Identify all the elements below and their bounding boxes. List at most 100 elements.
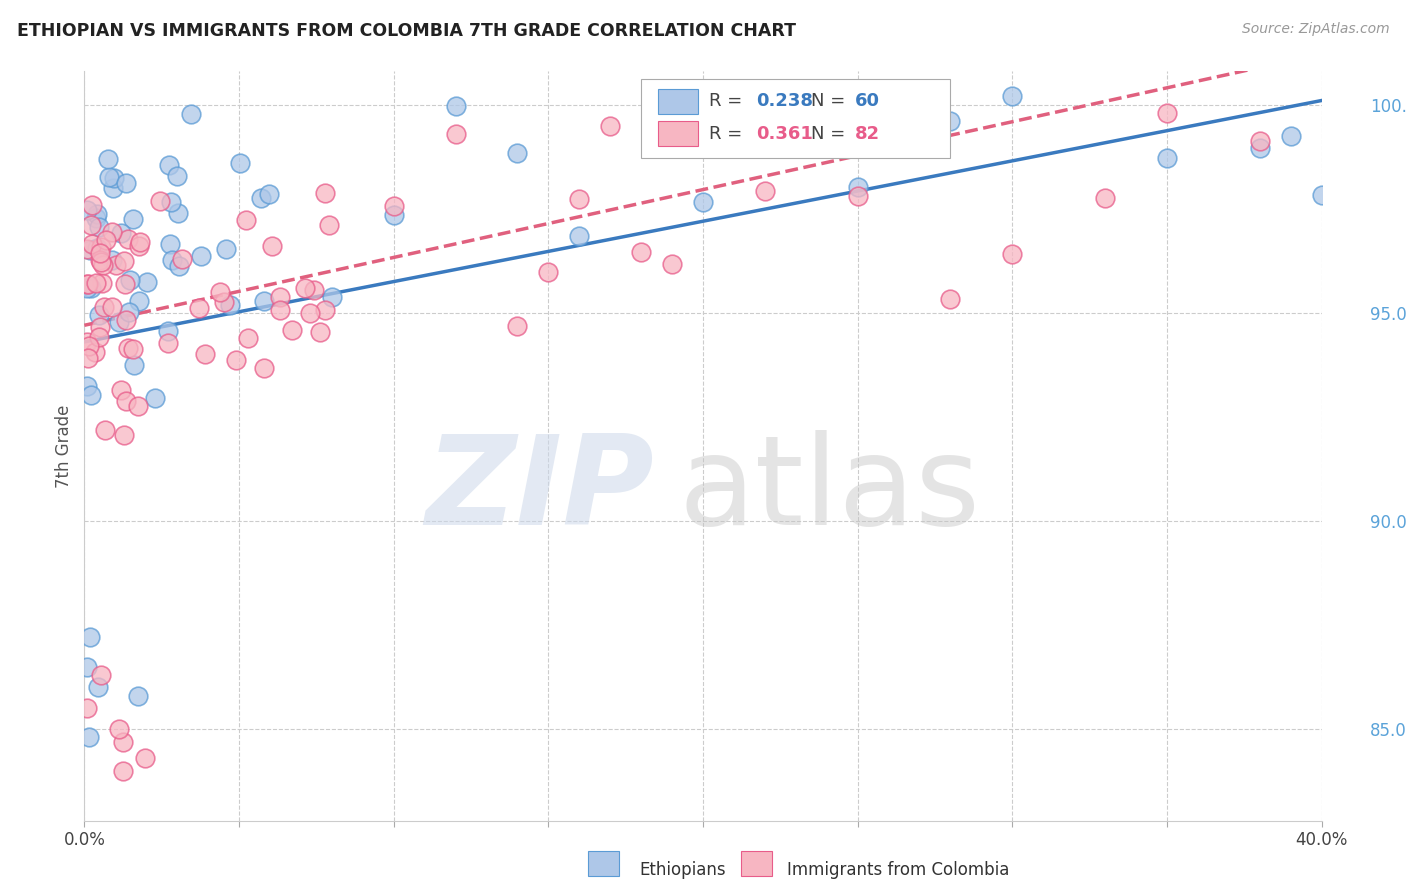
Point [80,219,103,233]
Point [97,153,120,167]
Point [444,99,467,113]
Point [1001,89,1024,103]
Point [114,313,136,327]
Point [692,194,714,209]
Point [76,277,98,292]
Point [108,315,131,329]
Point [110,383,132,397]
Point [112,254,135,268]
Point [91,276,114,290]
Point [253,361,276,376]
Point [79,339,101,353]
Point [156,335,179,350]
Point [128,239,150,253]
Y-axis label: 7th Grade: 7th Grade [55,404,73,488]
Point [77,351,100,365]
Point [236,331,259,345]
Point [939,113,962,128]
Point [190,249,212,263]
Point [661,258,683,272]
Text: 82: 82 [855,125,880,143]
Point [98,169,121,184]
Point [89,245,111,260]
Point [90,240,112,254]
Text: Source: ZipAtlas.com: Source: ZipAtlas.com [1241,22,1389,37]
Point [118,305,141,319]
Point [172,252,194,266]
Point [298,306,321,320]
Point [79,631,101,645]
Point [194,347,217,361]
Point [77,277,100,291]
Point [82,197,104,211]
Point [76,203,98,218]
Point [117,232,139,246]
Point [149,194,172,209]
Text: atlas: atlas [678,431,980,551]
Point [134,751,156,765]
Text: R =: R = [709,93,742,111]
Point [314,303,336,318]
Point [537,265,560,279]
Point [568,228,591,243]
Bar [588,851,619,876]
Point [785,139,807,153]
Point [128,235,150,250]
Point [103,171,125,186]
Point [180,106,202,120]
Point [692,109,714,123]
Point [118,273,141,287]
Point [122,211,145,226]
Point [257,187,280,202]
Point [156,324,179,338]
Text: Immigrants from Colombia: Immigrants from Colombia [787,861,1010,879]
Point [157,158,180,172]
Point [94,423,117,437]
Point [84,277,107,291]
Point [1094,191,1116,205]
Point [117,342,139,356]
Point [166,205,188,219]
Point [89,253,111,268]
Point [86,241,108,255]
Point [122,342,145,356]
Point [115,393,138,408]
Text: ZIP: ZIP [425,431,654,551]
Point [159,237,181,252]
Point [145,391,167,405]
Point [89,220,111,235]
Point [127,689,149,703]
Point [136,276,159,290]
Point [107,722,129,736]
Point [90,668,112,682]
Point [846,189,869,203]
Point [100,300,122,314]
Point [294,281,316,295]
Point [225,353,247,368]
Point [114,177,136,191]
Point [250,191,273,205]
Text: Ethiopians: Ethiopians [640,861,727,879]
Point [90,254,112,268]
Text: 60: 60 [855,93,880,111]
Point [1249,141,1271,155]
Point [269,303,291,318]
FancyBboxPatch shape [641,78,950,158]
Point [87,681,110,695]
Point [280,323,302,337]
Point [104,258,127,272]
Point [262,239,284,253]
Point [939,292,962,306]
Point [79,281,101,295]
Point [1001,247,1024,261]
Point [160,195,183,210]
Point [110,226,132,240]
Point [1279,128,1302,143]
Bar [741,851,772,876]
Point [76,701,98,715]
Point [100,225,122,239]
Point [506,145,529,160]
Text: N =: N = [811,125,845,143]
Point [128,294,150,309]
Point [309,325,332,339]
